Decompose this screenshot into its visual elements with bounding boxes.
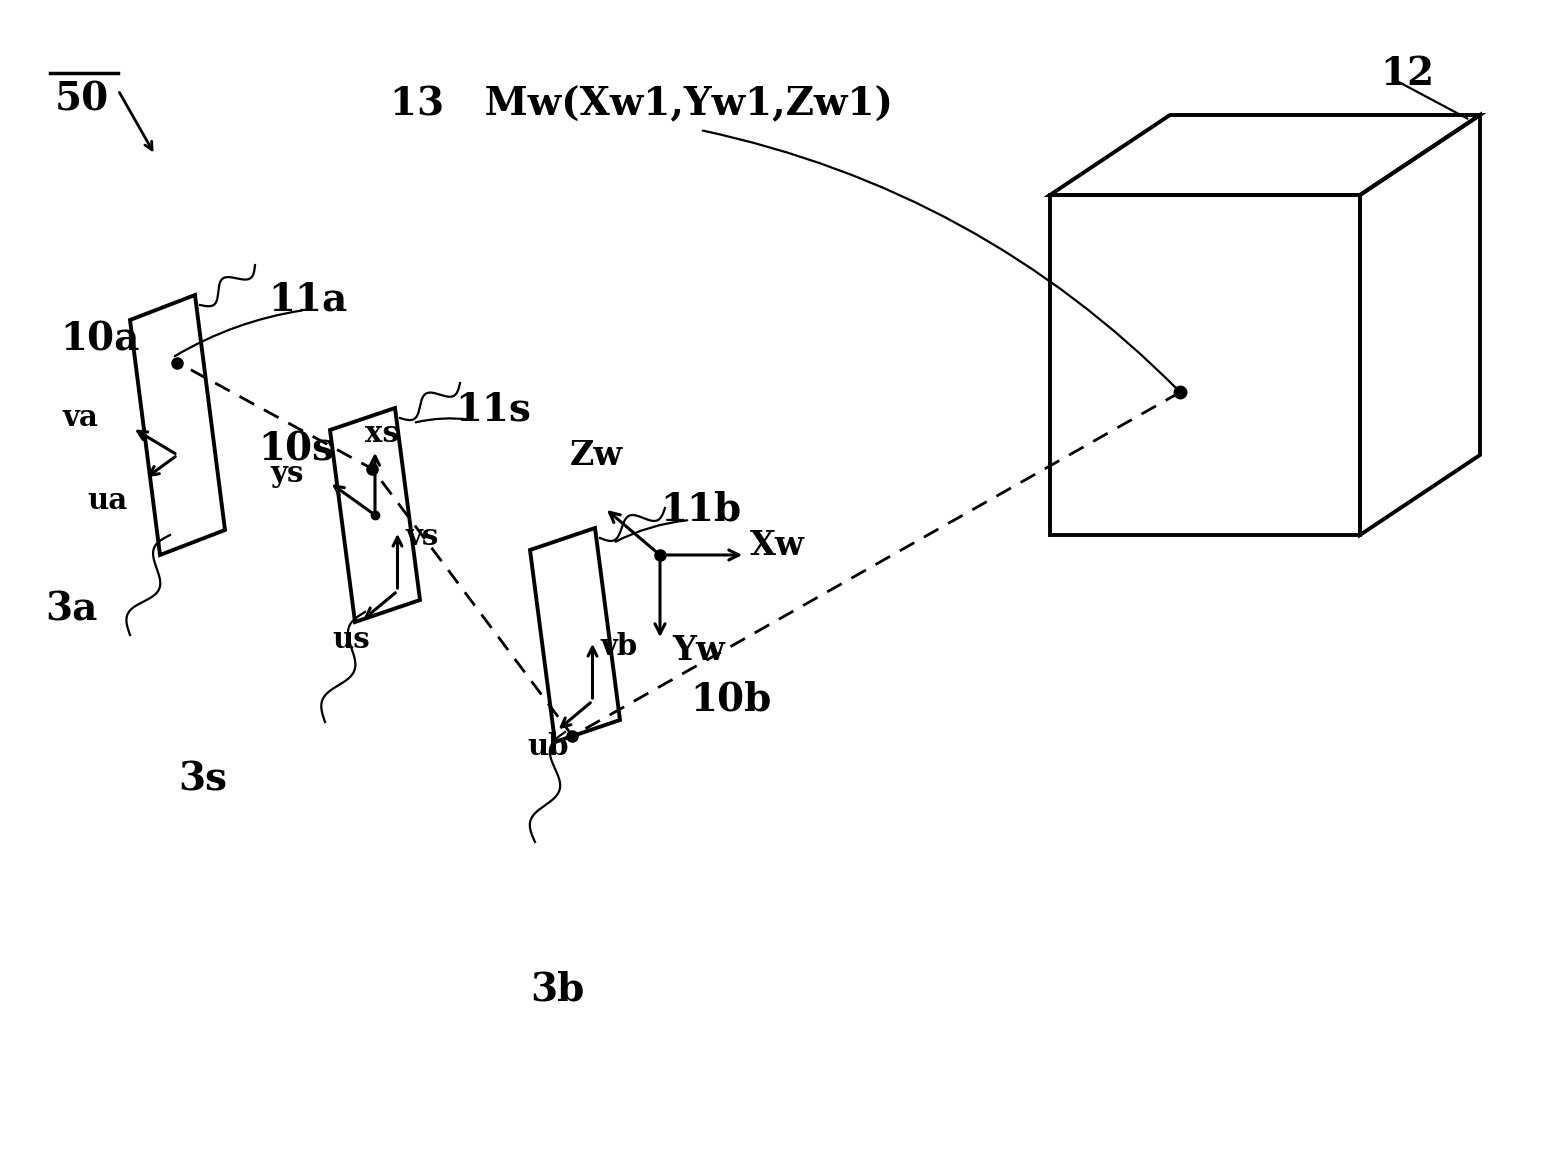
Text: 11b: 11b: [661, 490, 742, 528]
Text: 12: 12: [1380, 55, 1433, 93]
Text: Zw: Zw: [570, 439, 623, 472]
Text: 3b: 3b: [530, 970, 584, 1008]
Text: 3a: 3a: [45, 590, 97, 628]
Text: ys: ys: [270, 458, 304, 488]
Text: us: us: [332, 625, 371, 654]
Text: vs: vs: [405, 521, 439, 550]
Text: 13   Mw(Xw1,Yw1,Zw1): 13 Mw(Xw1,Yw1,Zw1): [390, 85, 893, 123]
Text: 50: 50: [55, 81, 109, 119]
Text: 11s: 11s: [455, 390, 531, 428]
Text: 11a: 11a: [268, 280, 347, 318]
Text: va: va: [62, 403, 98, 432]
Text: vb: vb: [600, 632, 637, 661]
Text: Xw: Xw: [749, 528, 805, 562]
Text: xs: xs: [365, 419, 399, 448]
Text: 10b: 10b: [690, 680, 771, 718]
Text: 3s: 3s: [178, 760, 227, 798]
Text: 10s: 10s: [259, 430, 333, 468]
Text: 10a: 10a: [61, 320, 139, 358]
Text: ua: ua: [87, 486, 128, 514]
Text: ub: ub: [528, 732, 569, 761]
Text: Yw: Yw: [671, 633, 724, 666]
